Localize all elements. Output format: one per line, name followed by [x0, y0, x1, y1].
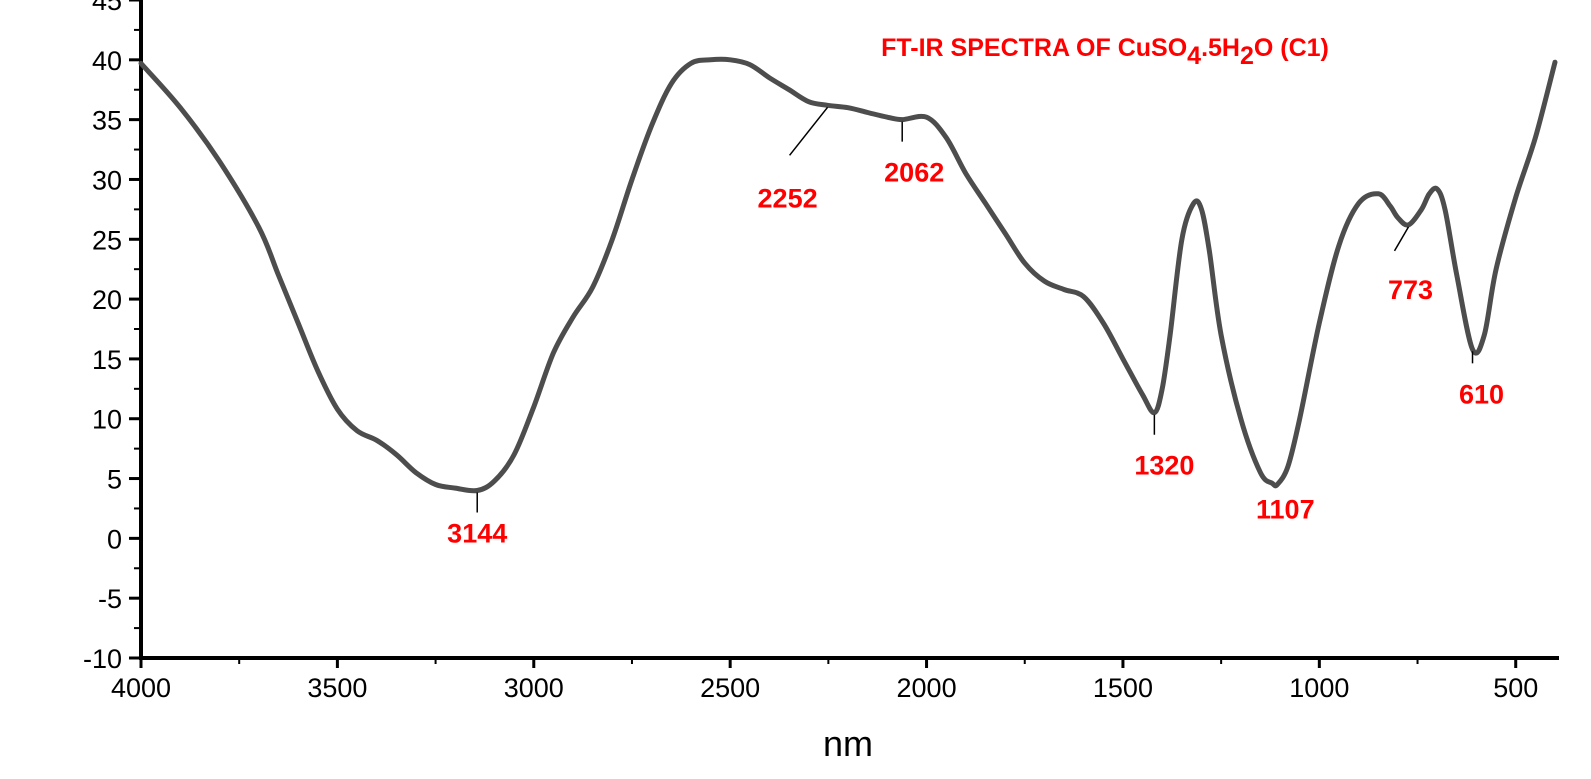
- y-tick-label: 35: [92, 106, 122, 136]
- y-tick-label: 20: [92, 285, 122, 315]
- peak-label: 610: [1459, 379, 1504, 409]
- chart-title: FT-IR SPECTRA OF CuSO4.5H2O (C1): [881, 34, 1329, 70]
- x-tick-label: 2000: [897, 673, 957, 703]
- axes: [139, 0, 1559, 660]
- peak-label: 773: [1388, 275, 1433, 305]
- y-tick-label: -10: [83, 644, 122, 674]
- y-tick-label: 5: [107, 465, 122, 495]
- x-tick-label: 3000: [504, 673, 564, 703]
- x-tick-label: 1000: [1289, 673, 1349, 703]
- x-axis-title: nm: [823, 723, 873, 764]
- x-tick-label: 1500: [1093, 673, 1153, 703]
- y-tick-label: 10: [92, 405, 122, 435]
- x-tick-label: 2500: [700, 673, 760, 703]
- y-tick-label: 40: [92, 46, 122, 76]
- y-tick-label: 45: [92, 0, 122, 16]
- peak-label: 1107: [1256, 495, 1315, 525]
- y-axis-ticks: 45 40 35 30 25 20 15 10 5 0 -5 -10: [83, 0, 141, 674]
- y-tick-label: 30: [92, 165, 122, 195]
- peak-leader-line: [1393, 226, 1410, 252]
- peak-label: 2062: [884, 158, 944, 188]
- peak-labels: 3144 2252 2062 1320 1107 773 610: [447, 106, 1504, 549]
- x-tick-label: 4000: [111, 673, 171, 703]
- x-tick-label: 500: [1493, 673, 1538, 703]
- x-tick-label: 3500: [307, 673, 367, 703]
- peak-label: 1320: [1134, 451, 1194, 481]
- spectrum-line: [138, 56, 1558, 494]
- peak-leader-line: [788, 106, 829, 156]
- y-tick-label: 0: [107, 524, 122, 554]
- y-tick-label: 25: [92, 225, 122, 255]
- peak-label: 2252: [758, 183, 818, 213]
- peak-label: 3144: [447, 519, 507, 549]
- y-tick-label: 15: [92, 345, 122, 375]
- x-axis-ticks: 4000 3500 3000 2500 2000 1500 1000 500: [111, 658, 1538, 703]
- y-tick-label: -5: [98, 584, 122, 614]
